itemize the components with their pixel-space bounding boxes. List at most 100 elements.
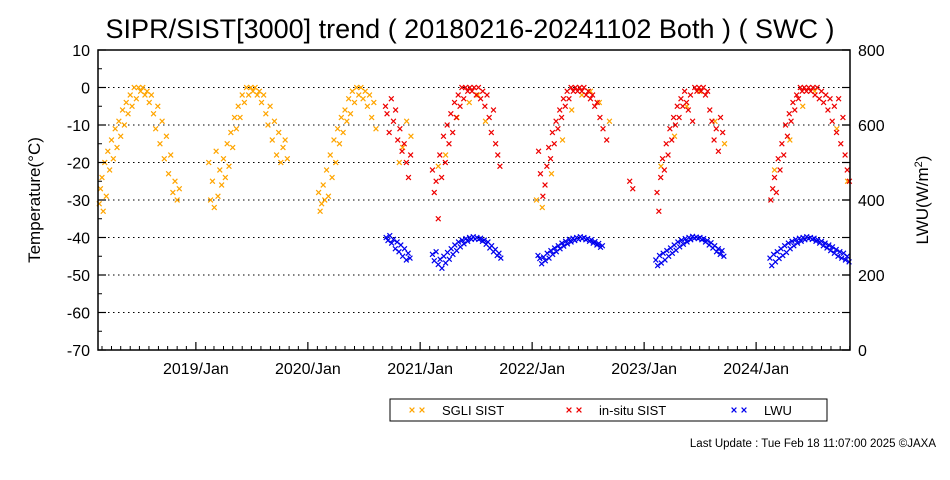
data-point bbox=[542, 182, 548, 188]
legend-label: LWU bbox=[764, 403, 792, 418]
data-point bbox=[222, 174, 229, 181]
data-point bbox=[211, 204, 218, 211]
data-point bbox=[245, 92, 252, 98]
data-point bbox=[388, 240, 395, 246]
data-point bbox=[555, 125, 561, 132]
legend-marker bbox=[419, 407, 425, 413]
data-point bbox=[97, 185, 104, 192]
data-point bbox=[150, 110, 157, 117]
data-point bbox=[822, 240, 828, 246]
data-point bbox=[654, 262, 661, 269]
data-point bbox=[347, 110, 354, 117]
data-point bbox=[816, 95, 823, 102]
data-point bbox=[353, 84, 360, 91]
data-point bbox=[820, 99, 827, 106]
data-point bbox=[799, 88, 805, 95]
data-point bbox=[689, 118, 696, 125]
data-point bbox=[799, 103, 806, 110]
data-point bbox=[431, 189, 438, 196]
data-point bbox=[768, 197, 774, 203]
data-point bbox=[719, 129, 726, 136]
data-point bbox=[479, 88, 486, 95]
legend-item: SGLI SIST bbox=[409, 403, 504, 418]
data-point bbox=[462, 84, 469, 91]
y-tick-label: -60 bbox=[67, 306, 90, 323]
data-point bbox=[555, 242, 562, 249]
data-point bbox=[344, 118, 350, 125]
data-point bbox=[112, 125, 119, 132]
data-point bbox=[654, 189, 660, 196]
data-point bbox=[99, 174, 105, 181]
data-point bbox=[471, 84, 477, 91]
data-point bbox=[770, 251, 777, 258]
data-point bbox=[787, 137, 793, 143]
data-point bbox=[814, 84, 820, 91]
data-point bbox=[659, 155, 666, 162]
legend: SGLI SIST in-situ SIST LWU bbox=[389, 398, 828, 422]
data-point bbox=[436, 152, 443, 158]
data-point bbox=[670, 114, 677, 121]
data-point bbox=[807, 88, 814, 95]
data-point bbox=[401, 140, 408, 147]
data-point bbox=[542, 257, 549, 264]
data-point bbox=[345, 95, 352, 102]
y-tick-label: -10 bbox=[67, 118, 90, 135]
data-point bbox=[594, 99, 601, 106]
y2-tick-label: 800 bbox=[858, 43, 885, 60]
data-point bbox=[155, 103, 161, 110]
data-point bbox=[560, 243, 567, 249]
data-point bbox=[700, 235, 707, 242]
data-point bbox=[560, 95, 567, 102]
data-point bbox=[397, 125, 403, 132]
data-point bbox=[829, 118, 836, 125]
data-point bbox=[117, 133, 124, 140]
data-point bbox=[331, 137, 337, 143]
chart-title: SIPR/SIST[3000] trend ( 20180216-2024110… bbox=[106, 14, 835, 44]
y2-tick-label: 200 bbox=[858, 268, 885, 285]
data-point bbox=[579, 88, 585, 95]
data-point bbox=[327, 152, 334, 158]
data-point bbox=[449, 129, 456, 136]
data-point bbox=[461, 241, 467, 247]
data-point bbox=[786, 110, 793, 117]
data-point bbox=[435, 215, 442, 222]
data-point bbox=[340, 129, 346, 136]
data-point bbox=[271, 118, 278, 125]
data-point bbox=[549, 251, 556, 258]
data-point bbox=[671, 133, 678, 140]
data-point bbox=[652, 257, 659, 263]
data-point bbox=[536, 255, 543, 262]
y-axis-label: Temperature(°C) bbox=[25, 137, 44, 263]
data-point bbox=[663, 140, 670, 147]
data-point bbox=[589, 92, 596, 98]
data-point bbox=[460, 95, 467, 102]
data-point bbox=[698, 88, 705, 95]
data-point bbox=[267, 103, 273, 110]
data-point bbox=[576, 84, 583, 91]
data-point bbox=[440, 133, 447, 140]
data-point bbox=[492, 140, 499, 147]
data-point bbox=[172, 178, 178, 185]
data-point bbox=[482, 103, 488, 110]
data-point bbox=[243, 84, 250, 91]
data-point bbox=[464, 88, 471, 95]
data-point bbox=[835, 253, 841, 260]
data-point bbox=[678, 95, 684, 102]
data-point bbox=[570, 88, 577, 95]
data-point bbox=[433, 178, 439, 185]
data-point bbox=[325, 193, 332, 200]
data-point bbox=[600, 125, 606, 132]
data-point bbox=[167, 152, 174, 158]
data-point bbox=[131, 84, 138, 91]
data-point bbox=[833, 129, 840, 136]
data-point bbox=[394, 137, 401, 143]
data-point bbox=[275, 129, 282, 136]
data-point bbox=[545, 144, 552, 151]
y-tick-label: -40 bbox=[67, 231, 90, 248]
data-point bbox=[822, 92, 829, 98]
data-point bbox=[572, 84, 579, 91]
legend-marker bbox=[741, 407, 747, 413]
data-point bbox=[838, 255, 845, 261]
data-point bbox=[332, 159, 339, 166]
data-point bbox=[779, 140, 785, 147]
